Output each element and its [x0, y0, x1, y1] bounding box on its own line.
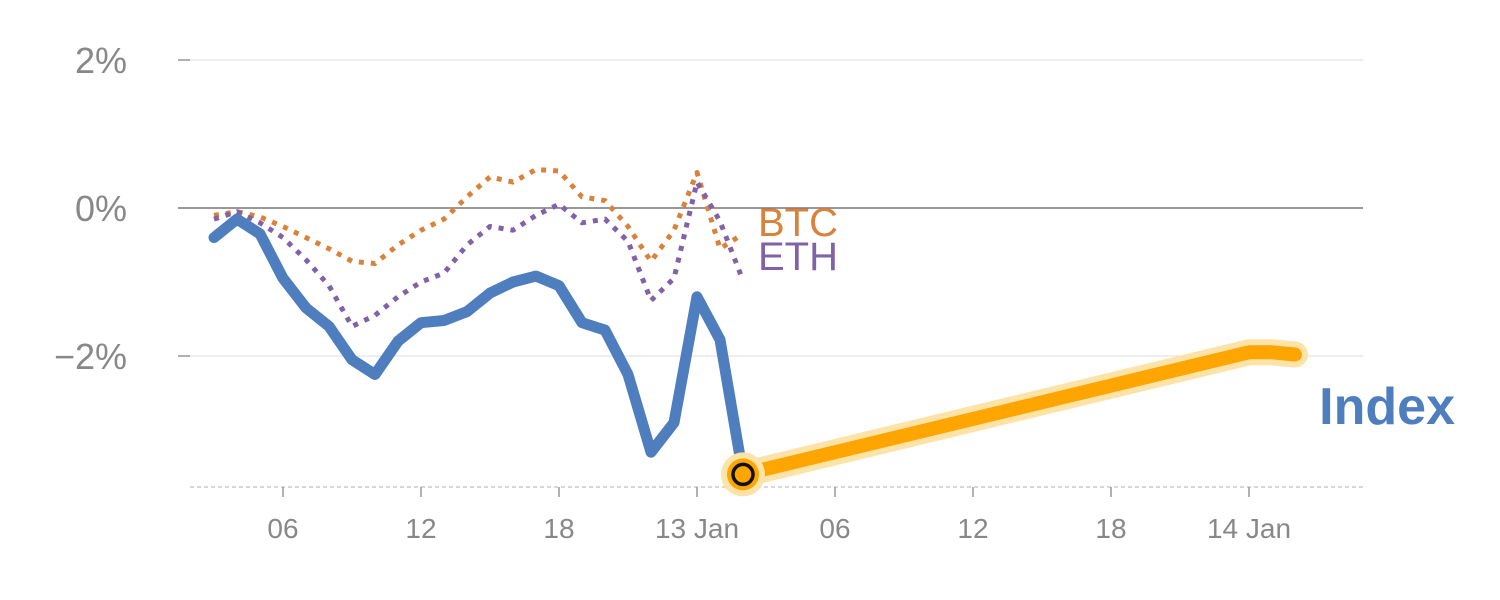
x-tick-label: 06	[267, 513, 298, 544]
x-tick-label: 18	[1095, 513, 1126, 544]
series-label-btc: BTC	[758, 201, 838, 245]
x-tick-label: 12	[957, 513, 988, 544]
y-axis-ticks: 2% 0% −2%	[54, 40, 190, 377]
y-tick-label: 2%	[75, 40, 127, 81]
projection-line	[736, 345, 1302, 482]
current-point-marker-group	[721, 452, 765, 497]
projection-layer	[730, 339, 1308, 488]
x-tick-label: 12	[405, 513, 436, 544]
x-tick-label: 06	[819, 513, 850, 544]
series-label-eth: ETH	[758, 235, 838, 279]
current-point-marker	[731, 462, 755, 487]
series-line-eth	[213, 179, 746, 329]
x-tick-label: 13 Jan	[655, 513, 739, 544]
x-axis-ticks: 06 12 18 13 Jan 06 12 18 14 Jan	[267, 487, 1291, 544]
series-lines	[208, 167, 749, 480]
x-tick-label: 18	[543, 513, 574, 544]
series-line-btc	[213, 167, 745, 266]
x-tick-label: 14 Jan	[1207, 513, 1291, 544]
gridlines	[178, 59, 1365, 488]
series-label-index: Index	[1319, 378, 1455, 436]
y-tick-label: −2%	[54, 336, 127, 377]
series-line-index	[208, 213, 749, 480]
y-tick-label: 0%	[75, 188, 127, 229]
